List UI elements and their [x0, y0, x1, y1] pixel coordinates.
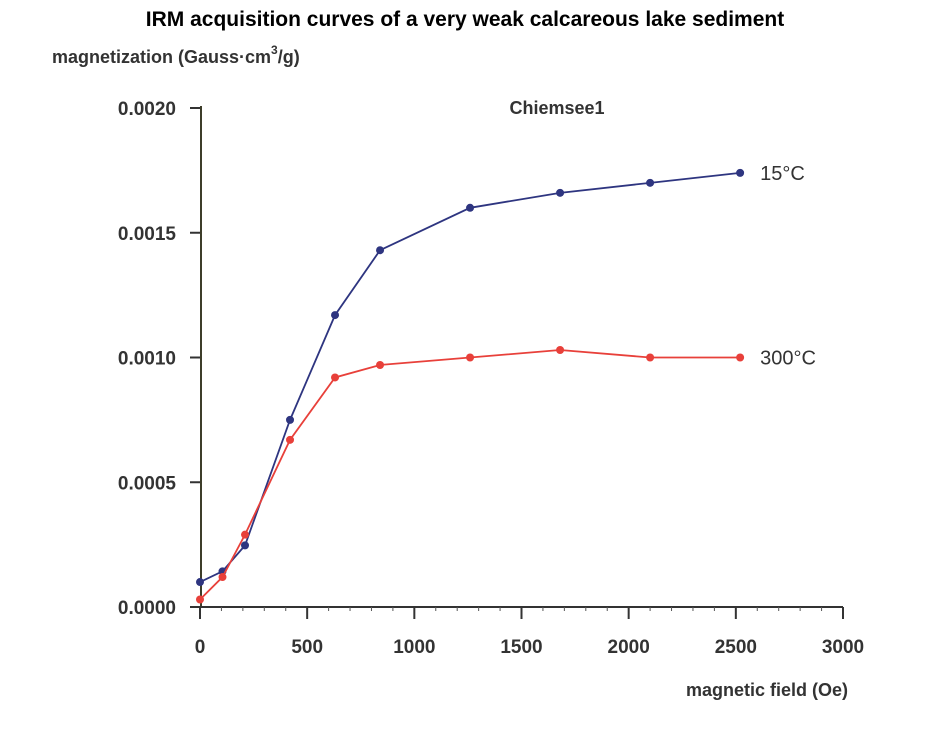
- x-tick-label: 500: [291, 637, 323, 658]
- data-point: [241, 530, 250, 539]
- x-axis-label: magnetic field (Oe): [686, 680, 848, 700]
- x-tick-label: 1500: [500, 637, 542, 658]
- data-point: [196, 595, 204, 604]
- data-point: [466, 353, 475, 362]
- data-point: [241, 541, 250, 550]
- x-tick-label: 2500: [715, 637, 757, 658]
- sample-annotation: Chiemsee1: [509, 98, 604, 118]
- data-point: [556, 346, 565, 355]
- data-point: [286, 435, 295, 444]
- y-tick-label: 0.0005: [118, 473, 177, 494]
- series-label-0: 15°C: [760, 163, 805, 185]
- series-line-0: [199, 171, 741, 583]
- data-point: [646, 353, 655, 362]
- data-point: [286, 415, 295, 424]
- x-tick-label: 3000: [822, 637, 864, 658]
- data-point: [331, 373, 340, 382]
- series-line-1: [199, 349, 741, 601]
- x-tick-label: 1000: [393, 637, 435, 658]
- y-tick-label: 0.0015: [118, 224, 177, 245]
- data-point: [196, 578, 204, 587]
- series-label-1: 300°C: [760, 348, 816, 370]
- data-point: [218, 573, 227, 582]
- y-axis-label-prefix: magnetization (Gauss·cm: [52, 47, 271, 67]
- y-axis-label-sup: 3: [271, 43, 278, 57]
- y-tick-label: 0.0020: [118, 99, 176, 120]
- x-tick-label: 0: [195, 637, 206, 658]
- data-point: [331, 311, 340, 320]
- data-point: [646, 178, 655, 187]
- y-tick-label: 0.0000: [118, 598, 176, 619]
- data-point: [376, 246, 385, 255]
- data-point: [556, 188, 565, 197]
- x-tick-label: 2000: [608, 637, 650, 658]
- y-axis-label: magnetization (Gauss·cm3/g): [52, 43, 300, 67]
- data-point: [736, 168, 745, 177]
- y-axis-label-suffix: /g): [278, 47, 300, 67]
- data-point: [376, 360, 385, 369]
- y-tick-label: 0.0010: [118, 349, 176, 370]
- data-point: [736, 353, 745, 362]
- data-point: [466, 203, 475, 212]
- chart-title: IRM acquisition curves of a very weak ca…: [146, 8, 784, 31]
